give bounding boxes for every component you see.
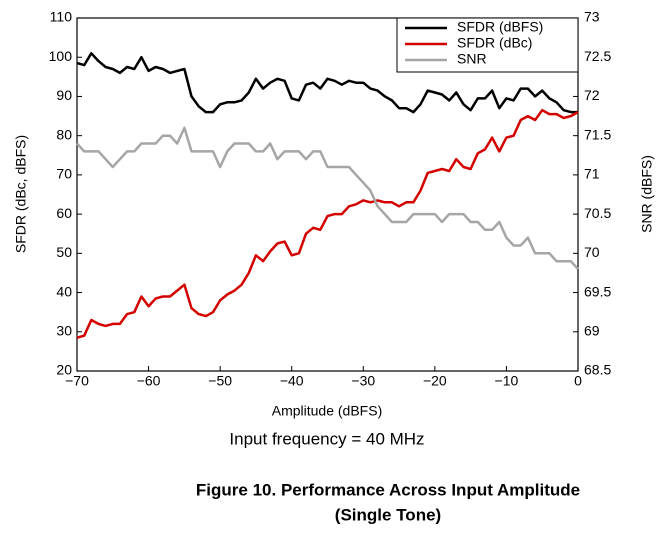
y-tick-label: 40 <box>56 283 72 299</box>
y2-tick-label: 71.5 <box>584 126 611 142</box>
caption: (Single Tone) <box>335 505 441 524</box>
y2-tick-label: 73 <box>584 9 600 25</box>
x-tick-label: −70 <box>65 373 89 389</box>
y2-tick-label: 69 <box>584 322 600 338</box>
x-tick-label: −40 <box>280 373 304 389</box>
y-tick-label: 30 <box>56 322 72 338</box>
x-tick-label: −60 <box>137 373 161 389</box>
plot-frame <box>76 17 579 372</box>
caption: Figure 10. Performance Across Input Ampl… <box>196 480 580 499</box>
y2-tick-label: 69.5 <box>584 283 611 299</box>
x-tick-label: −50 <box>208 373 232 389</box>
x-tick-label: −20 <box>423 373 447 389</box>
subtitle: Input frequency = 40 MHz <box>229 429 424 448</box>
y-tick-label: 50 <box>56 244 72 260</box>
y2-tick-label: 72.5 <box>584 48 611 64</box>
y-tick-label: 60 <box>56 205 72 221</box>
legend-label: SNR <box>457 51 487 67</box>
y-tick-label: 100 <box>49 48 73 64</box>
x-tick-label: 0 <box>574 373 582 389</box>
x-axis-label: Amplitude (dBFS) <box>272 403 382 419</box>
y2-tick-label: 71 <box>584 166 600 182</box>
legend-label: SFDR (dBc) <box>457 35 532 51</box>
legend-label: SFDR (dBFS) <box>457 19 543 35</box>
y-tick-label: 80 <box>56 126 72 142</box>
y2-tick-label: 70 <box>584 244 600 260</box>
y-tick-label: 90 <box>56 87 72 103</box>
series-line <box>76 108 579 339</box>
series-line <box>76 52 578 114</box>
y-tick-label: 70 <box>56 166 72 182</box>
y2-axis-label: SNR (dBFS) <box>639 155 655 233</box>
y-tick-label: 110 <box>50 9 73 25</box>
y-axis-label: SFDR (dBc, dBFS) <box>13 135 29 253</box>
y2-tick-label: 70.5 <box>584 205 611 221</box>
y-tick-label: 20 <box>56 362 72 378</box>
x-tick-label: −30 <box>351 373 375 389</box>
y2-tick-label: 68.5 <box>584 362 611 378</box>
series-line <box>76 126 579 270</box>
y2-tick-label: 72 <box>584 87 600 103</box>
x-tick-label: −10 <box>495 373 519 389</box>
